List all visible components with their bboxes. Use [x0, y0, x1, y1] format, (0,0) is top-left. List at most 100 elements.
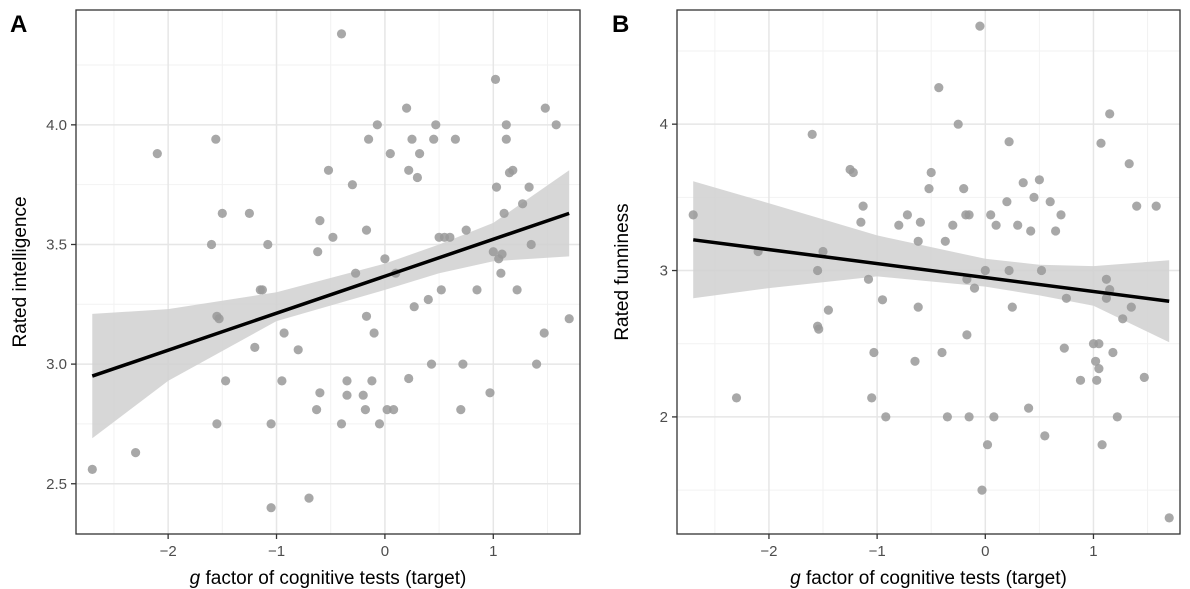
data-point — [731, 393, 742, 403]
data-point — [279, 328, 289, 338]
data-point — [959, 184, 969, 194]
y-tick-label: 4.0 — [46, 117, 67, 134]
data-point — [524, 182, 534, 192]
x-tick-label: 0 — [981, 543, 989, 560]
data-point — [263, 239, 273, 250]
data-point — [257, 285, 267, 295]
data-point — [924, 184, 934, 194]
data-point — [266, 503, 276, 513]
y-axis-title: Rated funniness — [612, 203, 633, 340]
data-point — [488, 247, 498, 257]
data-point — [1108, 347, 1118, 358]
data-point — [445, 232, 455, 242]
data-point — [1096, 138, 1106, 148]
data-point — [1004, 265, 1014, 276]
data-point — [856, 217, 866, 227]
data-point — [926, 167, 936, 178]
data-point — [508, 165, 518, 175]
data-point — [336, 419, 347, 429]
data-point — [1132, 201, 1142, 211]
data-point — [814, 324, 824, 334]
data-point — [940, 236, 950, 246]
data-point — [564, 314, 574, 324]
data-point — [490, 74, 501, 84]
data-point — [328, 232, 338, 242]
data-point — [87, 464, 97, 474]
data-point — [1036, 265, 1047, 276]
y-tick-label: 2.5 — [46, 476, 67, 493]
data-point — [1059, 343, 1069, 353]
data-point — [382, 405, 392, 415]
data-point — [1045, 197, 1055, 207]
data-point — [206, 239, 217, 250]
y-tick-label: 3.0 — [46, 356, 67, 373]
data-point — [1101, 274, 1111, 284]
data-point — [501, 134, 511, 144]
data-point — [404, 373, 414, 384]
data-point — [1056, 210, 1066, 220]
data-point — [1061, 293, 1071, 303]
data-point — [277, 376, 287, 386]
data-point — [369, 328, 379, 338]
data-point — [1075, 375, 1086, 385]
data-point — [152, 149, 162, 159]
panel-letter: B — [612, 11, 629, 38]
x-tick-label: −2 — [160, 543, 177, 560]
data-point — [358, 390, 368, 400]
data-point — [389, 405, 399, 415]
data-point — [1029, 192, 1039, 202]
data-point — [472, 285, 482, 295]
data-point — [323, 165, 334, 175]
data-point — [937, 347, 947, 358]
data-point — [385, 149, 395, 159]
data-point — [1164, 513, 1174, 523]
data-point — [347, 180, 357, 190]
data-point — [913, 302, 923, 312]
y-tick-label: 4 — [660, 116, 668, 133]
panel-letter: A — [10, 11, 27, 38]
data-point — [499, 208, 509, 218]
data-point — [964, 210, 974, 220]
data-point — [1024, 403, 1034, 413]
data-point — [1092, 375, 1102, 385]
data-point — [342, 390, 352, 400]
data-point — [312, 405, 322, 415]
data-point — [1094, 364, 1104, 374]
x-tick-label: −2 — [760, 543, 777, 560]
data-point — [512, 285, 522, 295]
data-point — [380, 254, 390, 264]
data-point — [367, 376, 377, 386]
data-point — [1105, 109, 1115, 119]
data-point — [986, 210, 996, 220]
data-point — [975, 21, 985, 31]
data-point — [1151, 201, 1161, 211]
data-point — [526, 239, 536, 250]
data-point — [540, 103, 550, 113]
data-point — [131, 448, 141, 458]
data-point — [461, 225, 471, 235]
data-point — [374, 419, 385, 429]
data-point — [953, 119, 963, 129]
data-point — [894, 220, 904, 230]
data-point — [409, 302, 419, 312]
data-point — [315, 388, 325, 398]
data-point — [1094, 339, 1104, 349]
data-point — [818, 246, 828, 257]
data-point — [244, 208, 254, 218]
y-tick-label: 3 — [660, 263, 668, 280]
panel-a: −2 −1 0 1 2.5 3.0 3.5 4.0 g factor of cognitive … — [10, 9, 581, 589]
data-point — [1002, 197, 1012, 207]
x-tick-label: 0 — [381, 543, 389, 560]
confidence-band — [92, 170, 570, 439]
x-axis-title: g factor of cognitive tests (target) — [190, 568, 467, 589]
data-point — [1139, 372, 1149, 382]
data-point — [1091, 356, 1101, 366]
x-tick-label: 1 — [1089, 543, 1097, 560]
data-point — [869, 347, 879, 358]
data-point — [221, 376, 231, 386]
x-axis-title-italic: g — [790, 568, 801, 589]
data-point — [1034, 175, 1044, 185]
x-tick-label: −1 — [268, 543, 285, 560]
data-point — [1097, 440, 1107, 450]
